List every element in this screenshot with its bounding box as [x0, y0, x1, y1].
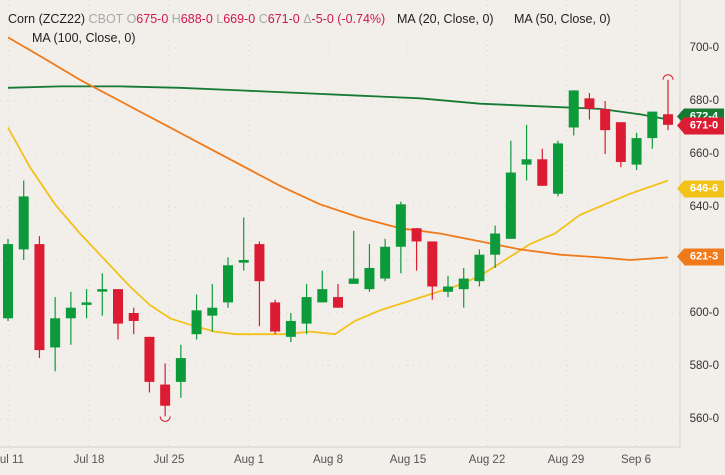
change-value: -5-0 (-0.74%) — [311, 12, 386, 26]
change-label: Δ — [303, 12, 312, 26]
exchange-label: CBOT — [88, 12, 124, 26]
price-tick: 660-0 — [689, 148, 719, 160]
ma20-legend[interactable]: MA (20, Close, 0) — [397, 12, 494, 26]
date-tick: Jul 25 — [153, 454, 185, 466]
date-tick: Jul 11 — [0, 454, 24, 466]
high-label: H — [171, 12, 181, 26]
extreme-markers — [159, 74, 674, 422]
close-label: C — [258, 12, 268, 26]
date-tick: Jul 18 — [73, 454, 105, 466]
legend-row-1: Corn (ZCZ22) CBOT O675-0 H688-0 L669-0 C… — [8, 10, 611, 29]
price-tick: 640-0 — [689, 201, 719, 213]
price-tick: 560-0 — [689, 413, 719, 425]
last-price-tag: 671-0 — [677, 117, 724, 135]
price-tick: 600-0 — [689, 307, 719, 319]
ma100-price-tag: 621-3 — [677, 248, 724, 266]
chart-grid — [0, 0, 680, 447]
price-tick: 580-0 — [689, 360, 719, 372]
legend-row-2: MA (100, Close, 0) — [8, 29, 385, 48]
price-tick: 700-0 — [689, 42, 719, 54]
date-tick: Aug 15 — [389, 454, 427, 466]
ma50-legend[interactable]: MA (50, Close, 0) — [514, 12, 611, 26]
date-tick: Aug 1 — [233, 454, 265, 466]
open-value: 675-0 — [136, 12, 169, 26]
close-value: 671-0 — [267, 12, 300, 26]
date-tick: Sep 6 — [620, 454, 652, 466]
ma20-price-tag: 646-6 — [677, 180, 724, 198]
price-tick: 680-0 — [689, 95, 719, 107]
date-tick: Aug 22 — [468, 454, 506, 466]
symbol-label: Corn (ZCZ22) — [8, 12, 86, 26]
date-tick: Aug 8 — [312, 454, 344, 466]
low-value: 669-0 — [223, 12, 256, 26]
open-label: O — [126, 12, 137, 26]
moving-averages — [7, 36, 669, 336]
chart-legend: Corn (ZCZ22) CBOT O675-0 H688-0 L669-0 C… — [8, 10, 611, 48]
low-label: L — [216, 12, 224, 26]
candlesticks — [3, 79, 673, 417]
ma100-legend[interactable]: MA (100, Close, 0) — [32, 31, 136, 45]
high-value: 688-0 — [180, 12, 213, 26]
date-tick: Aug 29 — [547, 454, 585, 466]
